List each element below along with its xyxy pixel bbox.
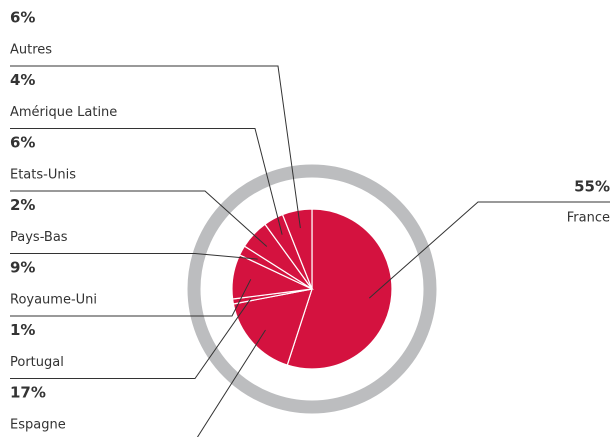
leader-line	[10, 190, 268, 247]
slice-name: Espagne	[10, 418, 66, 433]
slice-percent: 4%	[10, 71, 35, 89]
slice-percent: 17%	[10, 384, 46, 402]
pie-slice	[281, 208, 313, 290]
leader-line	[10, 128, 283, 235]
slice-name: Etats-Unis	[10, 168, 76, 183]
slice-percent: 6%	[10, 9, 35, 27]
slice-name: Portugal	[10, 355, 64, 370]
leader-line	[10, 65, 301, 229]
pie-slice	[232, 288, 313, 366]
ring	[187, 164, 437, 414]
slice-name: Royaume-Uni	[10, 293, 97, 308]
slice-percent: 55%	[574, 178, 610, 196]
slice-percent: 9%	[10, 259, 35, 277]
slice-name: Pays-Bas	[10, 230, 68, 245]
leader-line	[196, 329, 266, 437]
leader-line	[10, 253, 258, 260]
slice-name: Amérique Latine	[10, 105, 117, 120]
leader-line	[10, 298, 252, 379]
slice-name: France	[567, 211, 610, 226]
pie-slice	[286, 208, 393, 370]
slice-percent: 2%	[10, 196, 35, 214]
slice-name: Autres	[10, 43, 52, 58]
slice-percent: 1%	[10, 321, 35, 339]
leader-line	[368, 201, 610, 299]
leader-line	[10, 279, 252, 317]
slice-percent: 6%	[10, 134, 35, 152]
